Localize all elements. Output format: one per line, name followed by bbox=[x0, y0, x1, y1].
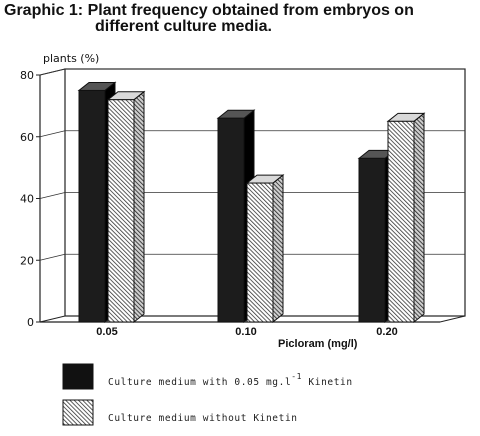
bar-without-kinetin-0.10 bbox=[245, 174, 285, 324]
y-tick-label: 80 bbox=[20, 69, 34, 82]
x-tick-label-0.20: 0.20 bbox=[376, 326, 397, 338]
y-tick-label: 40 bbox=[20, 193, 34, 206]
bar-with-kinetin-0.10 bbox=[216, 109, 256, 324]
y-tick-label: 20 bbox=[20, 254, 34, 267]
chart-title: Graphic 1: Plant frequency obtained from… bbox=[4, 3, 480, 35]
gridline-depth bbox=[39, 253, 66, 261]
x-tick-label-0.10: 0.10 bbox=[235, 326, 256, 338]
legend-label-1: Culture medium with 0.05 mg.l-1 Kinetin bbox=[108, 372, 353, 388]
legend-swatch-1 bbox=[62, 363, 94, 390]
bar-without-kinetin-0.05 bbox=[106, 90, 146, 324]
gridline-depth bbox=[39, 68, 66, 76]
x-tick-label-0.05: 0.05 bbox=[96, 326, 117, 338]
bar-front bbox=[107, 99, 135, 323]
legend-label-2: Culture medium without Kinetin bbox=[108, 413, 298, 424]
y-tick-label: 0 bbox=[27, 316, 34, 329]
bar-front bbox=[217, 117, 245, 323]
bar-side bbox=[272, 174, 284, 324]
bar-side bbox=[413, 112, 425, 324]
y-tick-label: 60 bbox=[20, 131, 34, 144]
legend-swatch-2 bbox=[62, 399, 94, 426]
x-axis-label: Picloram (mg/l) bbox=[278, 338, 358, 350]
bar-front bbox=[78, 89, 106, 323]
y-axis-label: plants (%) bbox=[43, 52, 99, 65]
gridline-depth bbox=[39, 192, 66, 199]
bar-front bbox=[358, 157, 386, 323]
bar-front bbox=[387, 120, 415, 323]
bar-side bbox=[133, 90, 145, 324]
bar-without-kinetin-0.20 bbox=[386, 112, 426, 324]
chart-title-line-1: Graphic 1: Plant frequency obtained from… bbox=[4, 2, 414, 19]
chart-title-line-2: different culture media. bbox=[95, 18, 272, 35]
gridline-depth bbox=[39, 130, 66, 138]
bar-front bbox=[246, 182, 274, 323]
